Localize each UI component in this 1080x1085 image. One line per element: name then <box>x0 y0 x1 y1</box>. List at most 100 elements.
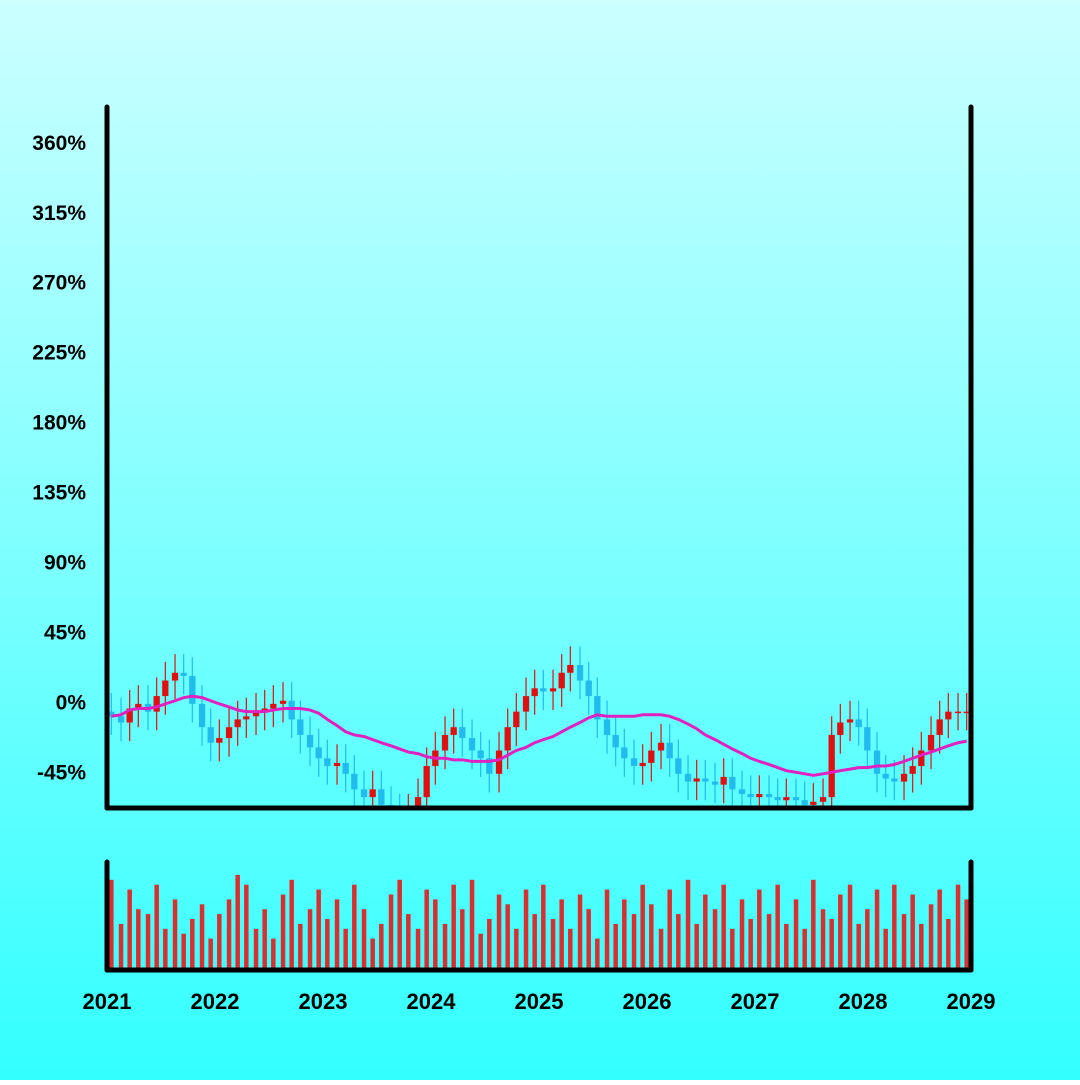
volume-bar <box>424 889 429 968</box>
volume-bar <box>892 884 897 968</box>
candle-body <box>675 758 682 774</box>
volume-bar <box>514 928 519 968</box>
volume-bar <box>748 919 753 968</box>
candle-body <box>279 700 287 704</box>
volume-bar <box>226 899 232 968</box>
volume-bar <box>640 884 645 968</box>
volume-bar <box>721 884 726 968</box>
volume-bar <box>181 933 186 968</box>
candle-body <box>666 742 673 759</box>
candle-body <box>630 758 638 767</box>
candle-body <box>576 665 584 681</box>
volume-bar <box>163 928 168 968</box>
volume-bar <box>739 899 745 968</box>
volume-bar <box>289 879 294 968</box>
candle-body <box>189 675 196 704</box>
volume-bar <box>577 894 583 968</box>
candle-body <box>315 747 322 759</box>
candle-body <box>693 778 700 782</box>
candle-body <box>513 711 520 728</box>
candle-body <box>882 773 889 779</box>
y-tick-label: 225% <box>32 342 86 365</box>
moving-average <box>111 694 967 777</box>
volume-bar <box>757 889 762 968</box>
candle-body <box>477 750 484 759</box>
candle-body <box>657 742 665 751</box>
candle-body <box>486 758 493 774</box>
candle-body <box>306 734 314 748</box>
candle-body <box>198 703 206 728</box>
candle-body <box>333 762 341 767</box>
candle-body <box>225 727 233 739</box>
candle-body <box>171 672 179 681</box>
y-tick-label: 0% <box>56 691 87 714</box>
candle-body <box>927 734 935 751</box>
volume-bar <box>550 919 556 968</box>
candle-body <box>801 800 808 805</box>
candle-body <box>243 716 250 720</box>
volume-bar <box>703 894 708 968</box>
volume-bar <box>379 923 384 968</box>
volume-bar <box>316 889 321 968</box>
y-tick-label: -45% <box>37 761 86 784</box>
volume-bar <box>784 923 789 968</box>
y-tick-label: 90% <box>44 552 86 575</box>
candle-body <box>621 747 628 759</box>
volume-bar <box>253 928 259 968</box>
candle-body <box>153 696 160 712</box>
candle-body <box>360 789 368 798</box>
candle-body <box>954 711 962 714</box>
volume-bar <box>568 928 573 968</box>
volume-bar <box>712 909 718 968</box>
volume-bar <box>613 923 618 968</box>
candle-body <box>828 734 835 798</box>
y-tick-label: 315% <box>32 202 86 225</box>
volume-bar <box>154 884 159 968</box>
candle-body <box>162 680 169 697</box>
volume-bar <box>694 923 699 968</box>
candle-body <box>207 727 214 743</box>
volume-bar <box>865 909 870 968</box>
volume-bar <box>478 933 483 968</box>
volume-bar <box>667 889 672 968</box>
x-tick-label: 2024 <box>407 989 457 1014</box>
volume-bar <box>946 919 951 968</box>
volume-bar <box>541 884 546 968</box>
candle-body <box>585 680 592 697</box>
volume-bar <box>271 938 276 968</box>
volume-bar <box>766 914 772 968</box>
volume-bar <box>172 899 178 968</box>
axes <box>104 104 974 973</box>
volume-bar <box>352 884 357 968</box>
candle-body <box>423 766 430 798</box>
volume-bar <box>307 909 313 968</box>
volume-bar <box>901 914 907 968</box>
candle-body <box>855 719 862 728</box>
candle-body <box>468 738 476 751</box>
volume-bar <box>433 899 438 968</box>
x-tick-label: 2021 <box>83 989 132 1014</box>
volume-bar <box>883 928 888 968</box>
volume-bar <box>523 889 529 968</box>
volume-bar <box>370 938 375 968</box>
candle-body <box>351 773 358 790</box>
volume-bar <box>604 889 610 968</box>
candle-body <box>378 789 385 805</box>
volume-bar <box>928 904 934 968</box>
candle-body <box>702 778 709 782</box>
volume-bar <box>532 914 537 968</box>
candle-body <box>747 794 754 798</box>
candle-body <box>819 797 827 802</box>
x-tick-label: 2028 <box>839 989 888 1014</box>
volume-bar <box>775 884 780 968</box>
volume-bar <box>343 928 348 968</box>
volume-bar <box>856 923 861 968</box>
candle-body <box>873 750 881 774</box>
y-tick-label: 135% <box>32 482 86 505</box>
candle-body <box>441 734 449 751</box>
volume-bar <box>208 938 213 968</box>
volume-bar <box>964 899 969 968</box>
candle-body <box>252 711 260 717</box>
